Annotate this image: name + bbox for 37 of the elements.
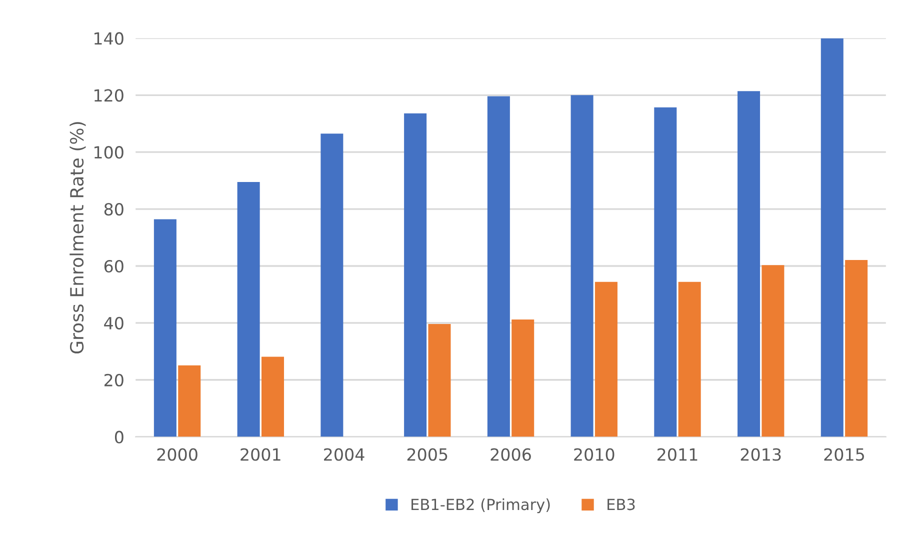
x-tick-label: 2010 — [574, 448, 614, 461]
bar — [762, 265, 784, 437]
bar — [261, 356, 284, 437]
bar — [820, 38, 844, 437]
y-tick-label: 80 — [104, 203, 124, 216]
y-tick-label: 100 — [94, 146, 124, 159]
y-axis-title: Gross Enrolment Rate (%) — [70, 122, 86, 354]
y-tick-label: 120 — [94, 89, 124, 102]
bar — [570, 95, 594, 437]
bar — [845, 260, 868, 437]
bar — [428, 324, 451, 437]
y-tick-label: 60 — [104, 260, 124, 273]
x-tick-label: 2004 — [324, 448, 364, 461]
y-tick-label: 140 — [94, 32, 124, 45]
bar — [512, 320, 534, 437]
x-tick-label: 2011 — [658, 448, 698, 461]
bar — [594, 282, 618, 437]
bar — [178, 365, 201, 437]
x-tick-label: 2001 — [240, 448, 280, 461]
bar — [320, 134, 344, 437]
x-tick-label: 2005 — [407, 448, 448, 461]
legend-label: EB3 — [608, 498, 635, 510]
bar — [154, 219, 176, 437]
x-tick-label: 2000 — [157, 448, 198, 461]
bar — [678, 282, 701, 437]
bar — [654, 107, 677, 437]
legend-label: EB1-EB2 (Primary) — [412, 498, 550, 514]
bar — [237, 182, 260, 437]
x-tick-label: 2013 — [740, 448, 781, 461]
x-tick-label: 2015 — [824, 448, 864, 461]
bar — [487, 96, 510, 437]
bar — [738, 91, 760, 437]
y-tick-label: 0 — [114, 430, 124, 444]
y-tick-label: 20 — [104, 374, 124, 386]
bar — [404, 113, 427, 437]
y-tick-label: 40 — [104, 316, 124, 330]
x-tick-label: 2006 — [490, 448, 531, 461]
